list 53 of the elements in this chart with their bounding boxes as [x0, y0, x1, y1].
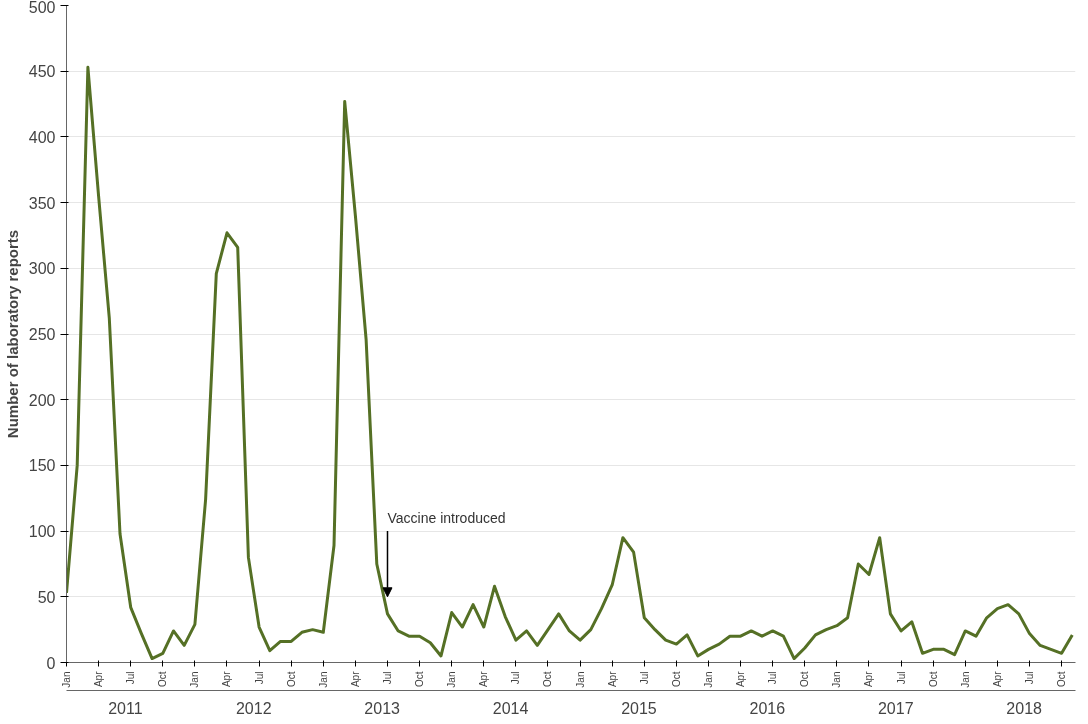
x-tick-label: Oct — [799, 671, 811, 688]
y-tick-label: 400 — [28, 128, 56, 146]
x-tick-label: Jul — [510, 671, 522, 685]
text: 2011 — [108, 699, 143, 717]
text: 2015 — [621, 699, 657, 717]
text: 2016 — [749, 699, 786, 717]
y-tick-label: 300 — [28, 260, 56, 278]
x-tick-label: Jul — [125, 671, 137, 685]
y-tick-label: 250 — [28, 326, 56, 343]
x-tick-label: Apr — [349, 670, 361, 688]
text: 2017 — [877, 699, 914, 717]
x-tick-label: Jul — [1023, 671, 1035, 685]
x-tick-label: Apr — [735, 670, 747, 688]
y-tick-label: 150 — [28, 457, 56, 475]
y-tick-label: 200 — [28, 391, 56, 409]
x-tick-label: Jan — [317, 671, 329, 688]
x-tick-label: Apr — [93, 670, 105, 688]
x-tick-label: Jan — [446, 671, 458, 688]
x-tick-label: Jul — [638, 671, 650, 685]
x-tick-label: Oct — [1056, 671, 1068, 688]
x-tick-label: Jul — [382, 671, 393, 685]
x-tick-label: Oct — [285, 671, 297, 688]
x-tick-label: Jan — [831, 671, 843, 688]
x-tick-label: Oct — [157, 671, 169, 688]
x-tick-label: Oct — [927, 671, 939, 688]
x-tick-label: Oct — [414, 671, 426, 688]
x-tick-label: Jan — [574, 671, 586, 688]
text: 2018 — [1006, 699, 1043, 717]
annotation: Vaccine introduced — [387, 509, 506, 526]
x-tick-label: Apr — [991, 670, 1003, 688]
text: 2012 — [235, 699, 272, 717]
text: 2014 — [492, 699, 529, 717]
y-tick-label: 350 — [28, 194, 56, 212]
y-tick-label: 500 — [28, 0, 56, 16]
x-tick-label: Apr — [478, 670, 490, 688]
y-tick-label: 50 — [37, 588, 56, 606]
y-tick-label: 450 — [28, 63, 56, 81]
x-tick-label: Oct — [542, 671, 554, 688]
text: 2013 — [364, 699, 401, 717]
x-tick-label: Jan — [702, 671, 714, 688]
x-tick-label: Apr — [221, 670, 233, 688]
y-axis-title: Number of laboratory reports — [3, 229, 21, 439]
x-tick-label: Jan — [959, 671, 971, 688]
x-tick-label: Jan — [61, 671, 72, 688]
x-tick-label: Jan — [189, 671, 201, 688]
x-tick-label: Apr — [863, 670, 875, 688]
y-tick-label: 0 — [46, 654, 56, 672]
x-tick-label: Jul — [253, 671, 265, 685]
x-tick-label: Oct — [670, 671, 682, 688]
x-tick-label: Apr — [606, 670, 618, 688]
y-tick-label: 100 — [28, 523, 56, 541]
x-tick-label: Jul — [767, 671, 779, 685]
x-tick-label: Jul — [895, 671, 907, 685]
